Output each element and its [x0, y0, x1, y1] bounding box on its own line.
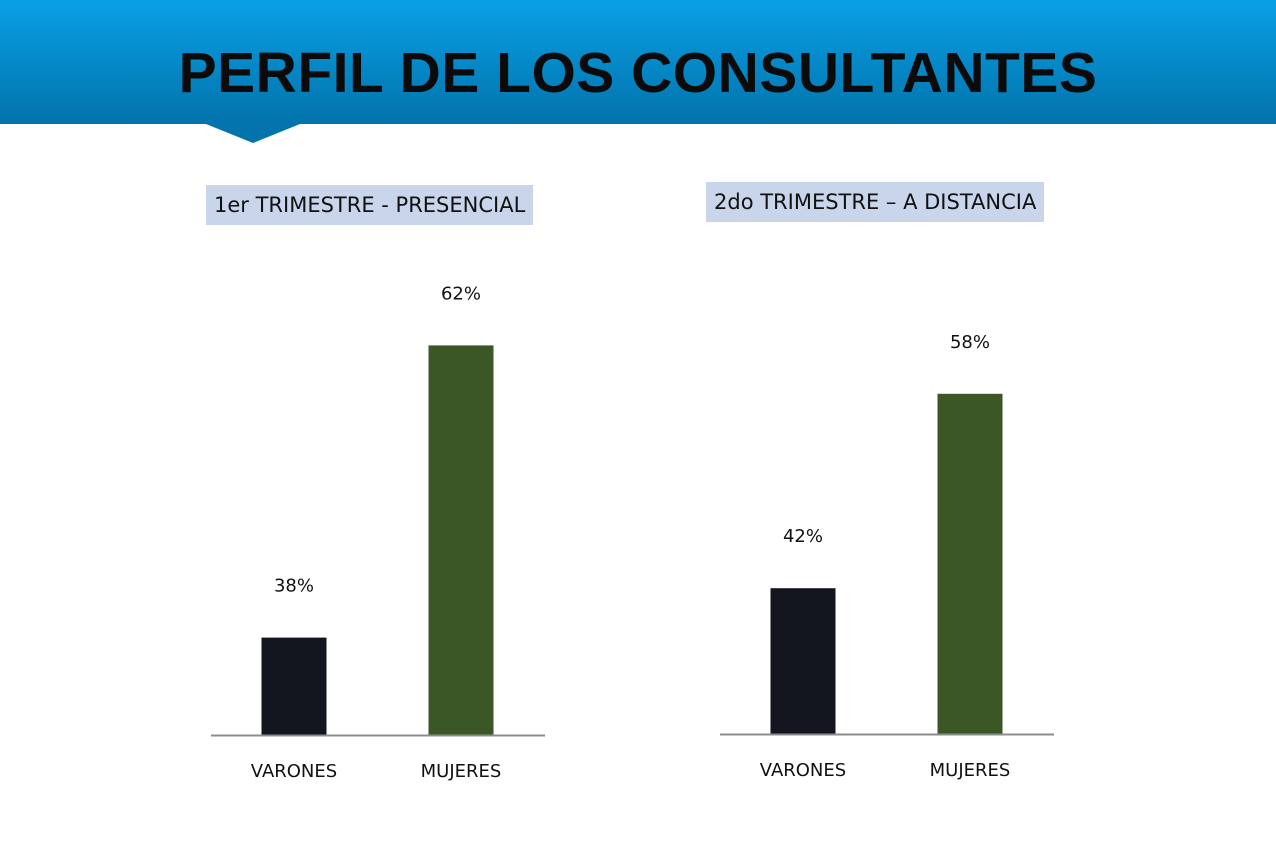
page-title: PERFIL DE LOS CONSULTANTES — [178, 41, 1098, 105]
chart-title-presencial: 1er TRIMESTRE - PRESENCIAL — [206, 185, 534, 225]
category-label-varones-chart-2: VARONES — [760, 760, 846, 781]
banner-pointer — [206, 124, 300, 143]
header-banner — [0, 0, 1276, 124]
category-label-mujeres-chart-1: MUJERES — [421, 761, 502, 782]
category-label-mujeres-chart-2: MUJERES — [930, 760, 1011, 781]
value-label-varones-chart-1: 38% — [274, 576, 314, 597]
value-label-mujeres-chart-2: 58% — [950, 332, 990, 353]
bar-varones-chart-1 — [261, 637, 327, 735]
value-label-varones-chart-2: 42% — [783, 526, 823, 547]
bar-mujeres-chart-1 — [428, 345, 494, 735]
bar-varones-chart-2 — [770, 588, 836, 734]
bar-mujeres-chart-2 — [937, 393, 1003, 734]
chart-title-distancia: 2do TRIMESTRE – A DISTANCIA — [706, 182, 1045, 222]
value-label-mujeres-chart-1: 62% — [441, 283, 481, 304]
category-label-varones-chart-1: VARONES — [251, 761, 337, 782]
